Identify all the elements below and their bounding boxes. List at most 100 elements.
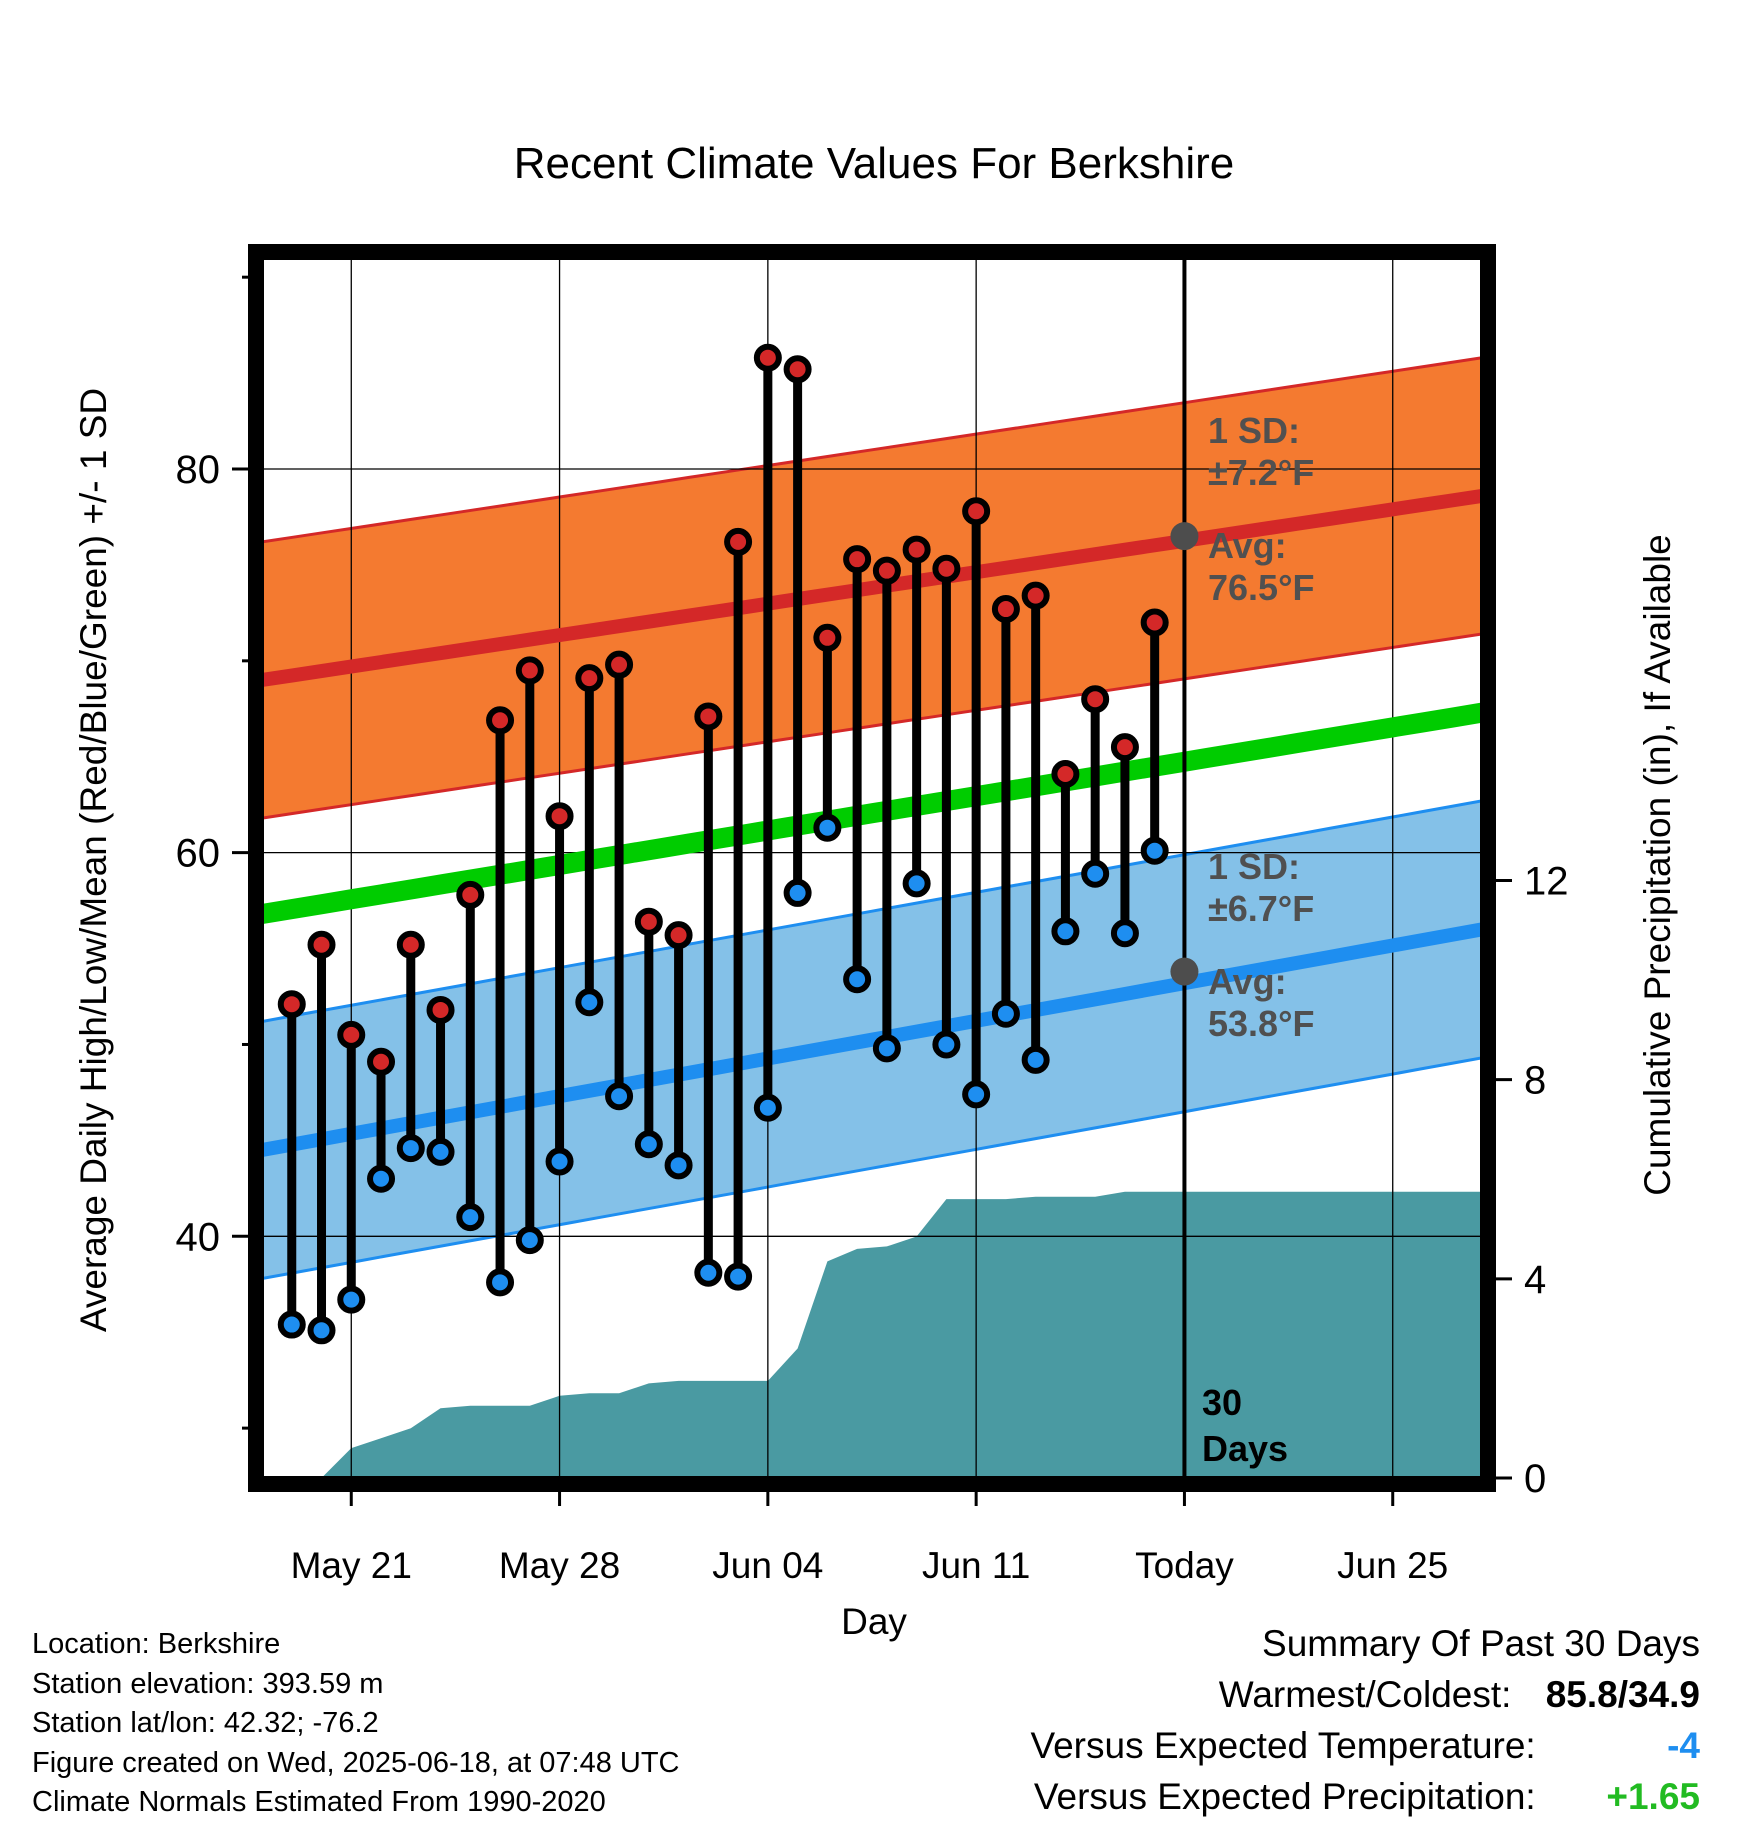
low-avg-value: 53.8°F — [1208, 1003, 1314, 1044]
axes: May 21 May 28 Jun 04 Jun 11 Today Jun 2540608… — [176, 244, 1569, 1586]
daily-high-point — [932, 554, 961, 583]
low-sd-label: 1 SD: — [1208, 846, 1300, 887]
normal-low-sd-upper — [262, 799, 1482, 1023]
daily-high-point — [962, 497, 991, 526]
plot-area — [262, 258, 1482, 1478]
daily-low-point — [1021, 1045, 1050, 1074]
x-tick-label: Jun 04 — [712, 1545, 823, 1586]
summary-title: Summary Of Past 30 Days — [1262, 1623, 1700, 1664]
daily-low-point — [783, 878, 812, 907]
daily-low-point — [1051, 917, 1080, 946]
normal-high-line — [262, 488, 1482, 687]
daily-high-point — [486, 706, 515, 735]
daily-high-point — [277, 990, 306, 1019]
plot-frame — [248, 244, 1496, 1492]
daily-high-point — [1021, 581, 1050, 610]
daily-low-point — [872, 1034, 901, 1063]
low-avg-label: Avg: — [1208, 961, 1287, 1002]
elevation-text: Station elevation: 393.59 m — [32, 1667, 384, 1700]
normals-text: Climate Normals Estimated From 1990-2020 — [32, 1786, 606, 1818]
daily-high-point — [515, 656, 544, 685]
summary-panel: Summary Of Past 30 Days Warmest/Coldest:… — [1030, 1618, 1700, 1822]
daily-low-point — [456, 1203, 485, 1232]
daily-low-point — [843, 965, 872, 994]
daily-high-point — [1081, 685, 1110, 714]
summary-temperature: Versus Expected Temperature: -4 — [1030, 1720, 1700, 1771]
temp-label: Versus Expected Temperature: — [1030, 1725, 1536, 1766]
x-axis-label: Day — [841, 1601, 907, 1642]
daily-high-point — [396, 930, 425, 959]
annotations: 1 SD: ±7.2°F Avg: 76.5°F 1 SD: ±6.7°F Av… — [1202, 410, 1314, 1469]
daily-high-point — [1110, 733, 1139, 762]
daily-low-point — [962, 1080, 991, 1109]
daily-high-point — [991, 595, 1020, 624]
x-tick-label: Today — [1135, 1545, 1234, 1586]
daily-low-point — [932, 1030, 961, 1059]
days-number: 30 — [1202, 1382, 1242, 1423]
daily-high-point — [753, 343, 782, 372]
daily-high-point — [456, 880, 485, 909]
daily-low-point — [486, 1268, 515, 1297]
daily-low-point — [307, 1316, 336, 1345]
daily-high-point — [872, 556, 901, 585]
low-sd-value: ±6.7°F — [1208, 888, 1314, 929]
daily-high-point — [1140, 608, 1169, 637]
y-axis-left-label: Average Daily High/Low/Mean (Red/Blue/Gr… — [73, 388, 114, 1332]
y-left-tick-label: 60 — [176, 832, 221, 876]
x-tick-label: May 21 — [291, 1545, 412, 1586]
daily-high-point — [783, 355, 812, 384]
daily-high-point — [813, 623, 842, 652]
station-info: Location: Berkshire Station elevation: 3… — [32, 1625, 680, 1823]
daily-low-point — [277, 1310, 306, 1339]
daily-low-point — [1081, 859, 1110, 888]
daily-high-point — [337, 1020, 366, 1049]
daily-low-point — [396, 1134, 425, 1163]
y-left-tick-label: 80 — [176, 448, 221, 492]
precip-value: +1.65 — [1606, 1776, 1700, 1817]
precip-label: Versus Expected Precipitation: — [1033, 1776, 1536, 1817]
daily-high-point — [545, 802, 574, 831]
cumulative-precip-area — [321, 1191, 1482, 1478]
normal-low-line — [262, 922, 1482, 1157]
daily-low-point — [605, 1082, 634, 1111]
daily-high-point — [605, 650, 634, 679]
y-right-tick-label: 8 — [1524, 1059, 1546, 1103]
summary-warmest-coldest: Warmest/Coldest: 85.8/34.9 — [1030, 1669, 1700, 1720]
daily-low-point — [426, 1137, 455, 1166]
daily-high-point — [426, 995, 455, 1024]
daily-low-point — [991, 999, 1020, 1028]
high-avg-label: Avg: — [1208, 525, 1287, 566]
normal-mean-line — [262, 702, 1482, 924]
daily-low-point — [367, 1164, 396, 1193]
x-tick-label: Jun 25 — [1337, 1545, 1448, 1586]
chart-title: Recent Climate Values For Berkshire — [514, 139, 1235, 188]
daily-low-point — [575, 988, 604, 1017]
x-tick-label: Jun 11 — [922, 1545, 1030, 1586]
high-sd-label: 1 SD: — [1208, 410, 1300, 451]
daily-low-point — [337, 1285, 366, 1314]
normal-high-sd-upper — [262, 356, 1482, 544]
plot-content — [262, 258, 1482, 1478]
daily-high-point — [575, 664, 604, 693]
warmest-coldest-label: Warmest/Coldest: — [1218, 1674, 1512, 1715]
daily-low-point — [724, 1262, 753, 1291]
daily-low-point — [515, 1226, 544, 1255]
daily-high-point — [367, 1047, 396, 1076]
y-right-tick-label: 12 — [1524, 859, 1569, 903]
daily-low-point — [813, 813, 842, 842]
daily-low-point — [753, 1093, 782, 1122]
daily-low-point — [1110, 919, 1139, 948]
high-avg-value: 76.5°F — [1208, 567, 1314, 608]
normal-low-sd-lower — [262, 1056, 1482, 1280]
daily-high-point — [843, 545, 872, 574]
warmest-coldest-value: 85.8/34.9 — [1545, 1674, 1700, 1715]
daily-high-point — [664, 921, 693, 950]
y-right-tick-label: 0 — [1524, 1457, 1546, 1501]
days-word: Days — [1202, 1428, 1288, 1469]
daily-high-point — [694, 702, 723, 731]
daily-low-point — [694, 1258, 723, 1287]
x-tick-label: May 28 — [499, 1545, 620, 1586]
today-high-normal-point — [1170, 522, 1199, 551]
daily-high-point — [307, 930, 336, 959]
